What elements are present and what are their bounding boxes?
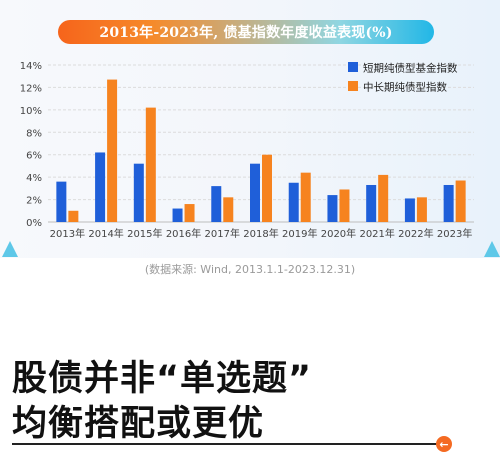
bar-short-term: [211, 186, 222, 222]
x-tick-label: 2021年: [359, 227, 394, 240]
bar-mid-long-term: [68, 210, 79, 222]
x-tick-label: 2020年: [321, 227, 356, 240]
corner-triangle-left-icon: [2, 241, 18, 257]
chart-title: 2013年-2023年, 债基指数年度收益表现(%): [58, 20, 434, 44]
y-tick-label: 10%: [20, 106, 42, 117]
x-tick-label: 2016年: [166, 227, 201, 240]
x-tick-label: 2015年: [127, 227, 162, 240]
bar-mid-long-term: [184, 204, 195, 222]
bar-mid-long-term: [416, 197, 427, 222]
y-tick-label: 14%: [20, 61, 42, 72]
bar-short-term: [172, 208, 183, 222]
bar-short-term: [133, 163, 144, 222]
chart-card: 2013年-2023年, 债基指数年度收益表现(%) 0% 2% 4% 6% 8% 10%…: [0, 0, 500, 258]
bar-short-term: [288, 182, 299, 222]
y-tick-label: 0%: [26, 218, 42, 229]
bar-short-term: [443, 184, 454, 222]
headline-line-1: 股债并非“单选题”: [12, 359, 313, 399]
bar-short-term: [404, 198, 415, 222]
bar-mid-long-term: [455, 180, 466, 222]
corner-triangle-right-icon: [484, 241, 500, 257]
legend-label: 短期纯债型基金指数: [363, 62, 458, 75]
legend-label: 中长期纯债型指数: [363, 81, 447, 94]
bar-mid-long-term: [145, 107, 156, 222]
headline-line-2: 均衡搭配或更优: [12, 404, 265, 444]
y-tick-label: 8%: [26, 128, 42, 139]
x-tick-label: 2019年: [282, 227, 317, 240]
legend-swatch: [348, 62, 358, 72]
y-tick-label: 2%: [26, 196, 42, 207]
arrow-left-icon[interactable]: ←: [436, 436, 452, 452]
bar-mid-long-term: [223, 197, 234, 222]
data-source-note: (数据来源: Wind, 2013.1.1-2023.12.31): [144, 263, 356, 276]
x-tick-label: 2022年: [398, 227, 433, 240]
bar-mid-long-term: [300, 172, 311, 222]
bar-chart: 0% 2% 4% 6% 8% 10% 12% 14% 2013年 2014年 2015年 2016年 2…: [20, 61, 474, 240]
y-tick-label: 4%: [26, 173, 42, 184]
bar-short-term: [95, 152, 106, 222]
bar-mid-long-term: [262, 154, 272, 222]
y-tick-label: 12%: [20, 83, 42, 94]
y-tick-label: 6%: [26, 151, 42, 162]
bar-short-term: [250, 163, 260, 222]
x-tick-label: 2013年: [50, 227, 85, 240]
x-tick-label: 2017年: [205, 227, 240, 240]
divider: [12, 443, 438, 445]
bar-mid-long-term: [378, 174, 389, 222]
bar-mid-long-term: [107, 79, 118, 222]
bar-short-term: [56, 181, 67, 222]
bar-mid-long-term: [339, 189, 350, 222]
x-tick-label: 2018年: [243, 227, 278, 240]
legend-swatch: [348, 81, 358, 91]
bar-short-term: [327, 195, 338, 222]
bar-short-term: [366, 184, 377, 222]
x-tick-label: 2023年: [437, 227, 472, 240]
x-tick-label: 2014年: [88, 227, 123, 240]
